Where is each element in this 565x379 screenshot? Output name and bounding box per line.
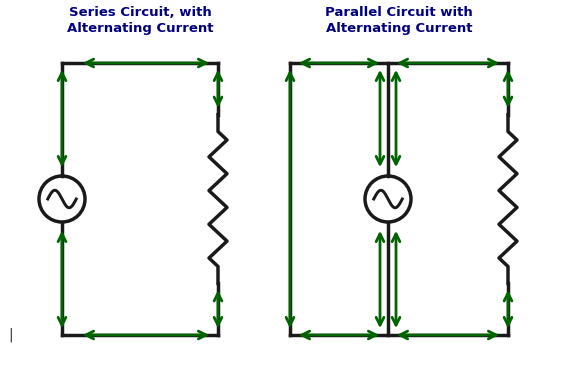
Text: |: | [8, 328, 12, 342]
Text: Parallel Circuit with
Alternating Current: Parallel Circuit with Alternating Curren… [325, 6, 473, 35]
Text: Series Circuit, with
Alternating Current: Series Circuit, with Alternating Current [67, 6, 213, 35]
